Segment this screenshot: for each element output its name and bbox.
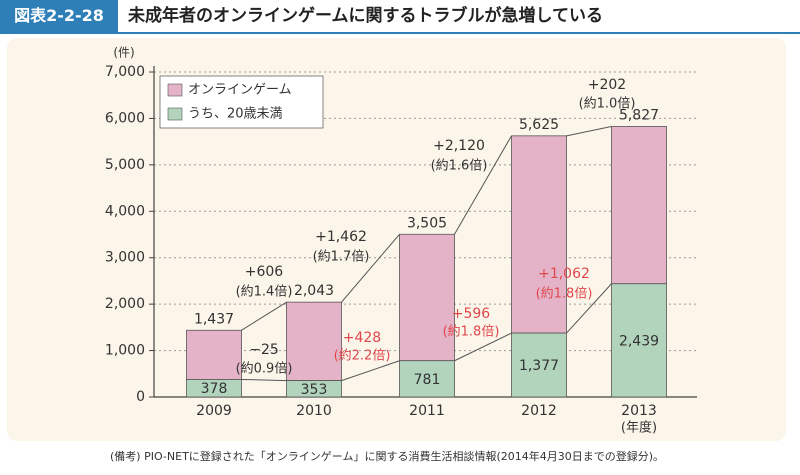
under20-change-ratio: (約0.9倍) [236, 362, 293, 377]
total-change-ratio: (約1.0倍) [579, 97, 636, 112]
under20-change-ratio: (約1.8倍) [536, 287, 593, 302]
y-axis-unit-label: (件) [113, 46, 134, 60]
footnote: (備考) PIO-NETに登録された「オンラインゲーム」に関する消費生活相談情報… [110, 450, 665, 463]
total-change-amount: +202 [588, 77, 626, 93]
y-tick-label-2000: 2,000 [105, 296, 145, 312]
bar-total-2010 [286, 301, 342, 382]
under20-change-amount: −25 [249, 342, 279, 358]
total-change-ratio: (約1.4倍) [236, 285, 293, 300]
x-tick-label-2009: 2009 [196, 403, 232, 419]
total-value-label: 5,827 [619, 107, 659, 123]
chart-panel: 0 1,000 2,000 3,000 4,000 5,000 6,000 7,000 (件) 1… [7, 38, 786, 441]
y-tick-label-5000: 5,000 [105, 157, 145, 173]
total-connector-line [341, 233, 400, 303]
bar-under20-2011 [399, 360, 455, 398]
y-tick-label-1000: 1,000 [105, 343, 145, 359]
under20-change-amount: +1,062 [538, 266, 590, 282]
under20-value-label: 1,377 [519, 358, 559, 374]
under20-connector-line [454, 332, 512, 362]
legend-swatch-under20 [167, 107, 183, 121]
under20-connector-line [241, 378, 287, 382]
bar-total-2011 [399, 233, 455, 362]
total-connector-line [241, 301, 287, 331]
bar-under20-2012 [511, 332, 567, 398]
total-value-label: 2,043 [294, 283, 334, 299]
x-tick-label-2011: 2011 [409, 403, 445, 419]
under20-change-amount: +596 [452, 306, 491, 322]
bar-under20-2010 [286, 380, 342, 398]
y-tick-label-6000: 6,000 [105, 110, 145, 126]
under20-change-ratio: (約1.8倍) [443, 325, 500, 340]
figure-label: 図表2-2-28 [0, 0, 118, 32]
x-tick-label-2012: 2012 [521, 403, 557, 419]
y-tick-label-7000: 7,000 [105, 64, 145, 80]
figure-title: 未成年者のオンラインゲームに関するトラブルが急増している [128, 6, 603, 26]
under20-change-amount: +428 [343, 330, 381, 346]
x-axis-unit-label: (年度) [621, 420, 657, 436]
under20-connector-line [341, 360, 400, 382]
x-tick-label-2010: 2010 [296, 403, 332, 419]
legend-label-under20: うち、20歳未満 [188, 107, 283, 122]
total-change-ratio: (約1.6倍) [431, 159, 488, 174]
total-connector-line [566, 125, 612, 137]
total-value-label: 3,505 [407, 215, 447, 231]
stacked-bar-chart: 0 1,000 2,000 3,000 4,000 5,000 6,000 7,000 (件) 1… [105, 46, 697, 436]
under20-value-label: 353 [301, 382, 328, 398]
figure-header: 図表2-2-28 未成年者のオンラインゲームに関するトラブルが急増している [0, 0, 800, 32]
legend-box [159, 75, 324, 129]
total-value-label: 5,625 [519, 117, 559, 133]
legend-swatch-total [167, 83, 183, 97]
y-tick-label-3000: 3,000 [105, 250, 145, 266]
under20-value-label: 2,439 [619, 333, 659, 349]
legend-label-total: オンラインゲーム [188, 83, 292, 98]
bar-total-2013 [611, 126, 667, 285]
header-rule [0, 32, 800, 34]
bar-total-2009 [186, 329, 242, 380]
x-tick-label-2013: 2013 [621, 403, 657, 419]
under20-value-label: 781 [414, 372, 441, 388]
total-change-amount: +1,462 [315, 229, 367, 245]
y-tick-label-0: 0 [136, 389, 145, 405]
bar-total-2012 [511, 135, 567, 334]
total-connector-line [454, 135, 512, 235]
under20-change-ratio: (約2.2倍) [334, 349, 391, 364]
under20-connector-line [566, 283, 612, 334]
total-change-amount: +2,120 [433, 138, 485, 154]
y-tick-label-4000: 4,000 [105, 203, 145, 219]
total-value-label: 1,437 [194, 311, 234, 327]
total-change-amount: +606 [245, 264, 284, 280]
bar-under20-2013 [611, 283, 667, 398]
total-change-ratio: (約1.7倍) [313, 250, 370, 265]
under20-value-label: 378 [201, 381, 228, 397]
bar-under20-2009 [186, 379, 242, 398]
